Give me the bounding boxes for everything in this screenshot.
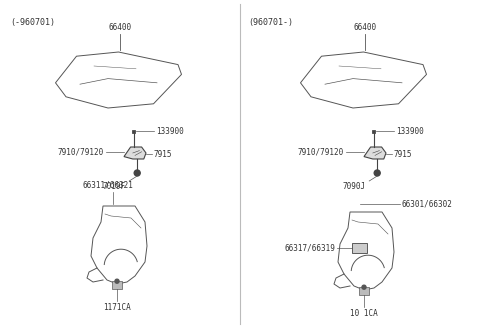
Polygon shape <box>91 206 147 284</box>
Polygon shape <box>124 147 146 159</box>
Text: 66317/66319: 66317/66319 <box>284 243 335 253</box>
Text: 7915: 7915 <box>154 150 172 159</box>
Text: 7910/79120: 7910/79120 <box>298 147 344 156</box>
Circle shape <box>115 279 119 283</box>
Text: 66301/66302: 66301/66302 <box>402 199 453 209</box>
Text: 7910/79120: 7910/79120 <box>58 147 104 156</box>
Bar <box>132 130 135 133</box>
Text: 133900: 133900 <box>156 127 184 135</box>
Text: 7019F: 7019F <box>102 182 125 191</box>
Text: 1171CA: 1171CA <box>103 303 131 312</box>
Text: 66400: 66400 <box>108 23 132 32</box>
Text: 7915: 7915 <box>394 150 412 159</box>
Text: (-960701): (-960701) <box>10 18 55 27</box>
Polygon shape <box>338 212 394 290</box>
Text: 66311/66321: 66311/66321 <box>83 181 133 190</box>
Bar <box>112 281 122 289</box>
Text: (960701-): (960701-) <box>248 18 293 27</box>
Bar <box>352 243 367 253</box>
Text: 66400: 66400 <box>353 23 377 32</box>
Circle shape <box>374 170 380 176</box>
Bar <box>372 130 375 133</box>
Text: 10 1CA: 10 1CA <box>350 309 378 318</box>
Text: 133900: 133900 <box>396 127 424 135</box>
Circle shape <box>362 285 366 289</box>
Bar <box>359 287 369 295</box>
Polygon shape <box>364 147 386 159</box>
Circle shape <box>134 170 140 176</box>
Text: 7090J: 7090J <box>342 182 365 191</box>
